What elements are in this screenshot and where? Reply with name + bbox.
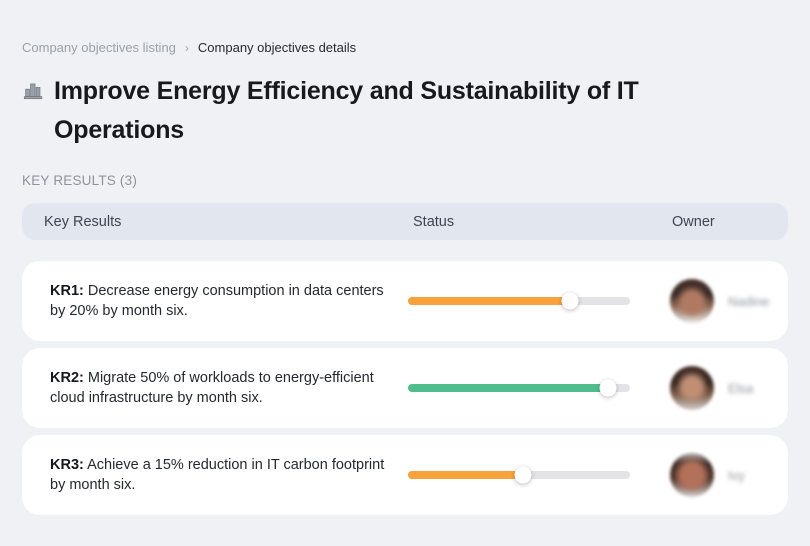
kr2-progress-slider[interactable] xyxy=(408,379,630,397)
owner-avatar xyxy=(670,366,714,410)
slider-handle[interactable] xyxy=(514,466,532,484)
breadcrumb-item-details: Company objectives details xyxy=(197,40,357,55)
page-title: Improve Energy Efficiency and Sustainabi… xyxy=(54,77,639,144)
owner-name: Nadine xyxy=(728,293,770,309)
table-row-kr2[interactable]: KR2: Migrate 50% of workloads to energy-… xyxy=(22,348,788,428)
table-row-kr1[interactable]: KR1: Decrease energy consumption in data… xyxy=(22,261,788,341)
progress-fill xyxy=(408,297,571,305)
chevron-right-icon: › xyxy=(184,40,189,55)
slider-handle[interactable] xyxy=(561,292,579,310)
owner-avatar xyxy=(670,279,714,323)
kr1-progress-slider[interactable] xyxy=(408,292,630,310)
breadcrumb-item-listing[interactable]: Company objectives listing xyxy=(22,40,176,55)
table-header: Key Results Status Owner xyxy=(22,203,788,240)
column-header-key-results: Key Results xyxy=(44,213,122,230)
key-results-list: KR1: Decrease energy consumption in data… xyxy=(22,261,788,515)
company-objective-details-page: Company objectives listing › Company obj… xyxy=(22,40,788,515)
column-header-status: Status xyxy=(413,213,455,230)
kr2-description: KR2: Migrate 50% of workloads to energy-… xyxy=(50,370,374,406)
progress-fill xyxy=(408,384,608,392)
slider-handle[interactable] xyxy=(599,379,617,397)
kr1-description: KR1: Decrease energy consumption in data… xyxy=(50,283,384,319)
table-row-kr3[interactable]: KR3: Achieve a 15% reduction in IT carbo… xyxy=(22,435,788,515)
key-results-count-label: KEY RESULTS (3) xyxy=(22,173,138,188)
owner-name: Ivy xyxy=(728,467,745,483)
buildings-icon xyxy=(23,80,44,101)
owner-avatar xyxy=(670,453,714,497)
owner-name: Elsa xyxy=(728,380,754,396)
kr3-description: KR3: Achieve a 15% reduction in IT carbo… xyxy=(50,457,385,493)
progress-fill xyxy=(408,471,524,479)
kr3-progress-slider[interactable] xyxy=(408,466,630,484)
column-header-owner: Owner xyxy=(672,213,715,230)
breadcrumb: Company objectives listing › Company obj… xyxy=(22,40,788,55)
